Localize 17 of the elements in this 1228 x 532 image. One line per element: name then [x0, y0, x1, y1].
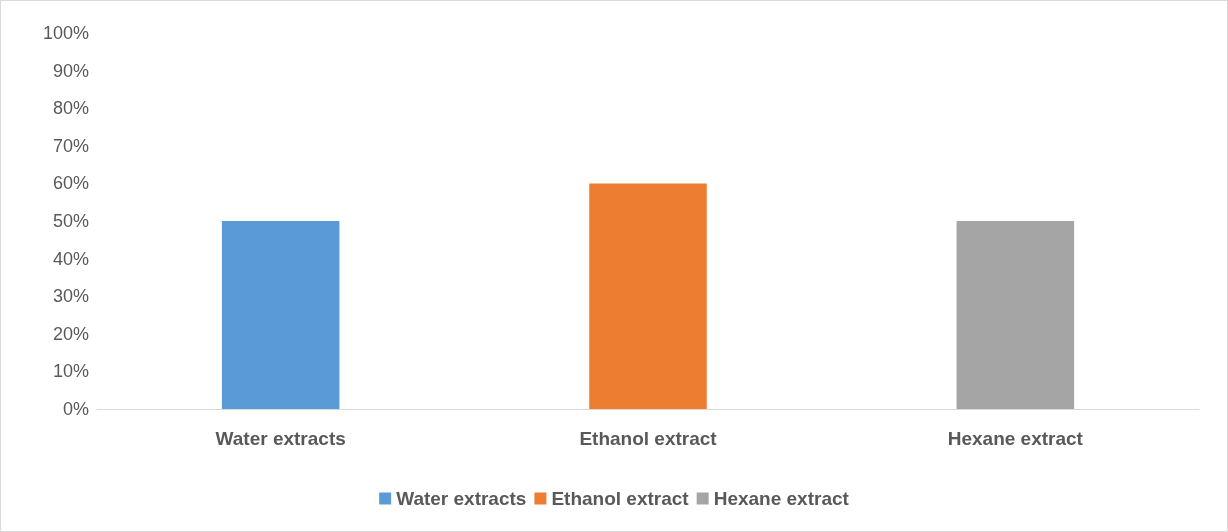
y-tick-label: 80% — [52, 98, 89, 119]
y-tick-label: 20% — [52, 323, 89, 344]
legend-label: Water extracts — [396, 488, 527, 509]
y-tick-label: 60% — [52, 173, 89, 194]
y-tick-label: 30% — [52, 286, 89, 307]
y-tick-label: 50% — [52, 211, 89, 231]
x-tick-label: Hexane extract — [947, 428, 1084, 449]
y-tick-label: 70% — [52, 135, 89, 156]
legend-label: Hexane extract — [713, 488, 850, 509]
y-tick-label: 40% — [52, 248, 89, 269]
x-tick-label: Water extracts — [215, 428, 346, 449]
x-tick-label: Ethanol extract — [579, 428, 718, 449]
y-tick-label: 90% — [52, 60, 89, 81]
y-tick-label: 100% — [42, 23, 89, 43]
y-tick-label: 0% — [62, 399, 89, 419]
legend-label: Ethanol extract — [551, 488, 690, 509]
y-tick-label: 10% — [52, 361, 89, 382]
